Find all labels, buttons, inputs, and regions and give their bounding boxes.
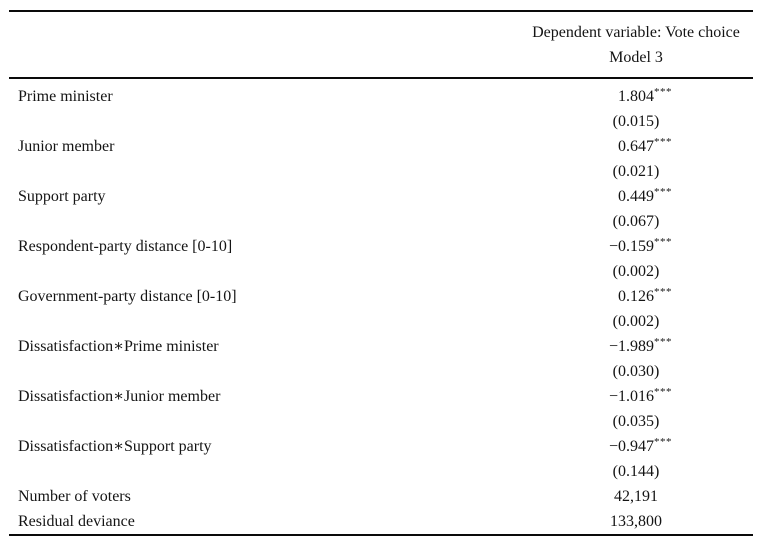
minus-sign: − — [608, 338, 618, 355]
significance-stars: *** — [654, 186, 672, 198]
minus-sign: − — [608, 438, 618, 455]
row-spacer — [9, 209, 531, 234]
coefficient-value: 42,191 — [614, 484, 658, 509]
row-spacer — [9, 309, 531, 334]
estimate-text: 42,191 — [614, 488, 658, 505]
significance-stars: *** — [654, 286, 672, 298]
coefficient-cell: 42,191 — [531, 484, 741, 509]
coefficient-value: −0.159 *** — [609, 234, 672, 259]
model-label: Model 3 — [609, 49, 663, 66]
variable-label: Residual deviance — [18, 513, 135, 530]
minus-sign: − — [608, 238, 618, 255]
coefficient-cell: 1.804 *** — [531, 84, 741, 109]
standard-error-row: (0.035) — [9, 409, 753, 434]
row-spacer — [9, 359, 531, 384]
estimate-text: 0.449 — [618, 188, 654, 205]
coefficient-value: −1.016 *** — [609, 384, 672, 409]
coefficient-cell: −1.989 *** — [531, 334, 741, 359]
standard-error-value: (0.144) — [612, 463, 660, 480]
coefficient-cell: −1.016 *** — [531, 384, 741, 409]
variable-label: Prime minister — [18, 88, 113, 105]
table-row: Prime minister 1.804 *** — [9, 84, 753, 109]
estimate-text: 0.159 — [618, 238, 654, 255]
table-row: Government-party distance [0-10] 0.126 *** — [9, 284, 753, 309]
standard-error-value: (0.030) — [612, 363, 660, 380]
estimate-text: 1.804 — [618, 88, 654, 105]
row-spacer — [9, 409, 531, 434]
coefficient-value: 0.126 *** — [618, 284, 672, 309]
table-row: Junior member 0.647 *** — [9, 134, 753, 159]
standard-error-row: (0.144) — [9, 459, 753, 484]
variable-label: Support party — [18, 188, 106, 205]
row-spacer — [9, 159, 531, 184]
standard-error-row: (0.002) — [9, 259, 753, 284]
coefficient-value: 133,800 — [610, 509, 662, 534]
coefficient-cell: −0.159 *** — [531, 234, 741, 259]
table-row: Respondent-party distance [0-10] −0.159 **… — [9, 234, 753, 259]
table-row: Dissatisfaction∗Prime minister −1.989 *** — [9, 334, 753, 359]
significance-stars: *** — [654, 86, 672, 98]
coefficient-value: −0.947 *** — [609, 434, 672, 459]
estimate-text: 0.126 — [618, 288, 654, 305]
table-row: Dissatisfaction∗Junior member −1.016 *** — [9, 384, 753, 409]
coefficient-value: −1.989 *** — [609, 334, 672, 359]
standard-error-row: (0.067) — [9, 209, 753, 234]
coefficient-value: 0.449 *** — [618, 184, 672, 209]
significance-stars: *** — [654, 436, 672, 448]
header-row-dependent-variable: Dependent variable: Vote choice — [9, 20, 753, 45]
standard-error-value: (0.021) — [612, 163, 660, 180]
minus-sign: − — [608, 388, 618, 405]
variable-label: Respondent-party distance [0-10] — [18, 238, 233, 255]
coefficient-cell: 0.449 *** — [531, 184, 741, 209]
row-spacer — [9, 259, 531, 284]
standard-error-row: (0.015) — [9, 109, 753, 134]
coefficient-value: 0.647 *** — [618, 134, 672, 159]
standard-error-row: (0.021) — [9, 159, 753, 184]
estimate-text: 133,800 — [610, 513, 662, 530]
significance-stars: *** — [654, 136, 672, 148]
coefficient-cell: 0.647 *** — [531, 134, 741, 159]
top-rule — [9, 10, 753, 12]
significance-stars: *** — [654, 386, 672, 398]
table-header: Dependent variable: Vote choice Model 3 — [9, 12, 753, 77]
standard-error-value: (0.015) — [612, 113, 660, 130]
variable-label: Junior member — [18, 138, 115, 155]
standard-error-row: (0.030) — [9, 359, 753, 384]
variable-label: Dissatisfaction∗Support party — [18, 438, 212, 455]
header-rule — [9, 77, 753, 79]
standard-error-value: (0.002) — [612, 263, 660, 280]
header-spacer — [9, 45, 531, 70]
standard-error-value: (0.067) — [612, 213, 660, 230]
coefficient-value: 1.804 *** — [618, 84, 672, 109]
estimate-text: 0.947 — [618, 438, 654, 455]
estimate-text: 1.016 — [618, 388, 654, 405]
row-spacer — [9, 459, 531, 484]
coefficient-cell: 0.126 *** — [531, 284, 741, 309]
table-row: Dissatisfaction∗Support party −0.947 *** — [9, 434, 753, 459]
variable-label: Dissatisfaction∗Junior member — [18, 388, 221, 405]
estimate-text: 1.989 — [618, 338, 654, 355]
dependent-variable-label: Dependent variable: Vote choice — [532, 24, 740, 41]
standard-error-row: (0.002) — [9, 309, 753, 334]
standard-error-value: (0.002) — [612, 313, 660, 330]
table-body: Prime minister 1.804 *** (0.015) Junior memb… — [9, 79, 753, 534]
coefficient-cell: 133,800 — [531, 509, 741, 534]
estimate-text: 0.647 — [618, 138, 654, 155]
row-spacer — [9, 109, 531, 134]
variable-label: Government-party distance [0-10] — [18, 288, 237, 305]
significance-stars: *** — [654, 336, 672, 348]
standard-error-value: (0.035) — [612, 413, 660, 430]
header-spacer — [9, 20, 531, 45]
coefficient-cell: −0.947 *** — [531, 434, 741, 459]
table-row: Residual deviance 133,800 — [9, 509, 753, 534]
significance-stars: *** — [654, 236, 672, 248]
header-row-model: Model 3 — [9, 45, 753, 70]
table-row: Number of voters 42,191 — [9, 484, 753, 509]
bottom-rule — [9, 534, 753, 536]
variable-label: Dissatisfaction∗Prime minister — [18, 338, 219, 355]
variable-label: Number of voters — [18, 488, 131, 505]
regression-table: Dependent variable: Vote choice Model 3 … — [9, 10, 753, 536]
table-row: Support party 0.449 *** — [9, 184, 753, 209]
